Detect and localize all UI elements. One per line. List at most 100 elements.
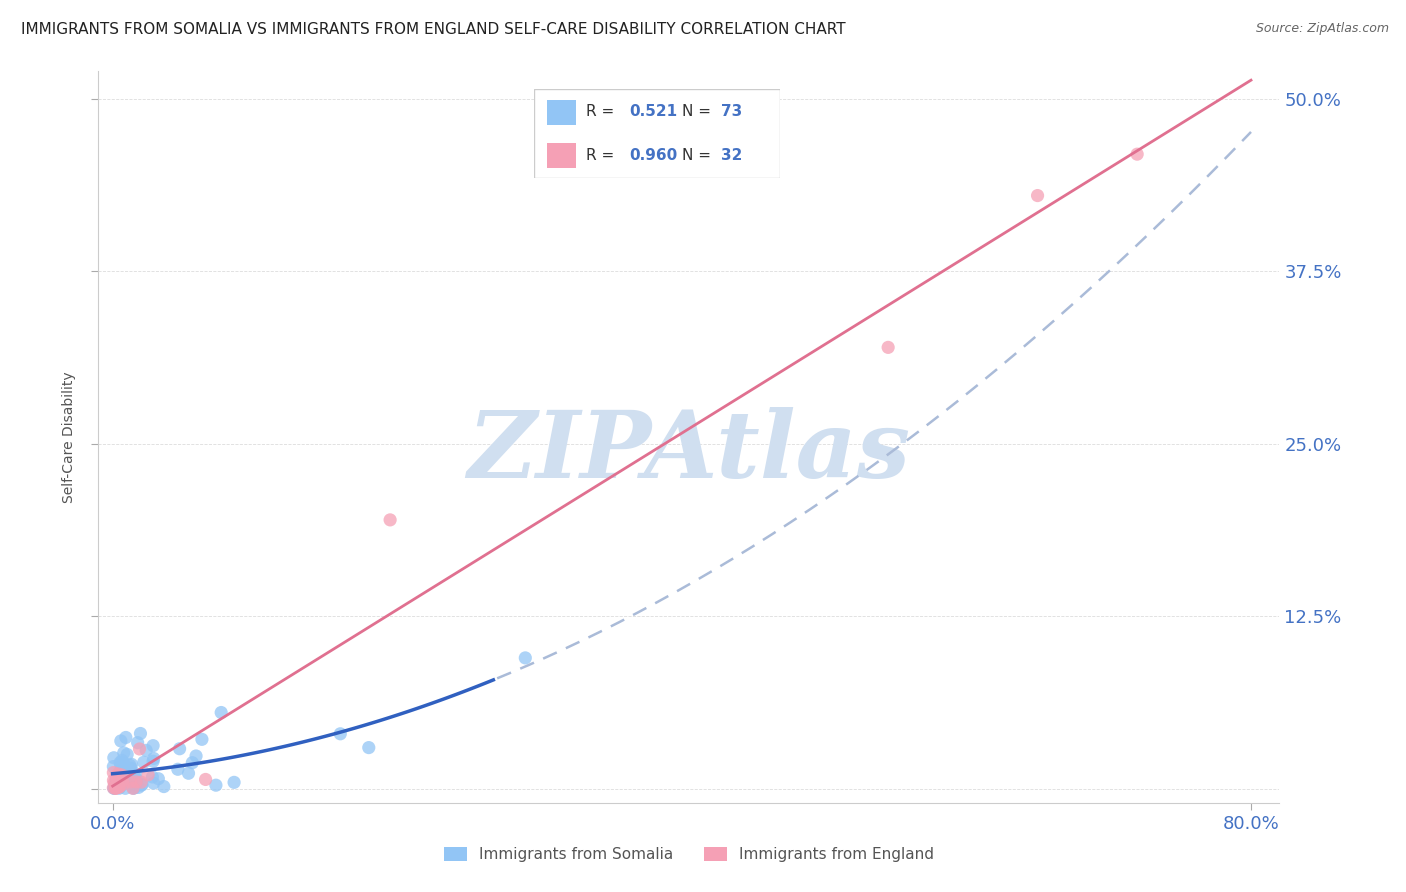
Point (103, 776, 125, 790)
Point (357, 740, 380, 755)
Point (103, 781, 125, 796)
Point (105, 768, 128, 782)
Point (148, 772, 170, 786)
Text: R =: R = (586, 104, 619, 120)
Point (129, 775, 152, 789)
Point (105, 774, 128, 789)
Point (1126, 147, 1149, 161)
Point (177, 766, 200, 780)
Point (114, 763, 136, 777)
Point (128, 742, 150, 756)
Point (103, 751, 125, 765)
Text: IMMIGRANTS FROM SOMALIA VS IMMIGRANTS FROM ENGLAND SELF-CARE DISABILITY CORRELAT: IMMIGRANTS FROM SOMALIA VS IMMIGRANTS FR… (21, 22, 846, 37)
Point (111, 772, 134, 787)
Text: 0.960: 0.960 (628, 148, 678, 163)
Point (103, 781, 125, 796)
Point (166, 762, 188, 776)
Point (129, 726, 152, 740)
Point (222, 775, 245, 789)
Point (104, 779, 127, 793)
Text: ZIPAtlas: ZIPAtlas (467, 407, 911, 497)
Point (112, 777, 135, 791)
Point (125, 772, 148, 786)
Point (114, 781, 136, 796)
Point (104, 781, 127, 796)
Point (153, 780, 176, 794)
Point (136, 768, 159, 782)
Text: N =: N = (682, 148, 716, 163)
Point (111, 774, 134, 789)
Point (111, 773, 134, 788)
Point (515, 651, 537, 665)
Point (120, 775, 142, 789)
Point (141, 770, 163, 784)
Legend: Immigrants from Somalia, Immigrants from England: Immigrants from Somalia, Immigrants from… (437, 841, 941, 868)
Point (105, 775, 128, 789)
Point (111, 762, 134, 776)
Point (107, 767, 129, 781)
Point (184, 749, 207, 764)
Point (125, 767, 148, 781)
Point (115, 747, 138, 762)
Point (121, 778, 143, 792)
Point (105, 780, 128, 795)
Point (125, 774, 148, 789)
Point (142, 751, 165, 765)
Point (108, 756, 131, 770)
Point (194, 772, 217, 787)
Point (112, 756, 135, 770)
Point (105, 772, 128, 787)
Point (107, 777, 129, 791)
Point (111, 768, 134, 782)
Point (108, 780, 131, 794)
Text: N =: N = (682, 104, 716, 120)
FancyBboxPatch shape (534, 89, 780, 178)
Point (122, 781, 145, 796)
Point (1026, 188, 1049, 202)
Point (127, 736, 149, 750)
Point (115, 731, 138, 745)
Point (110, 764, 132, 778)
Point (105, 772, 128, 786)
Point (114, 773, 136, 788)
Point (104, 781, 127, 796)
Point (131, 778, 153, 792)
Point (107, 772, 129, 786)
Point (117, 771, 139, 785)
Bar (547, 143, 576, 168)
Point (110, 757, 132, 772)
Text: 73: 73 (721, 104, 742, 120)
Point (191, 732, 214, 747)
Point (122, 781, 145, 796)
Point (169, 741, 191, 756)
Point (107, 776, 129, 790)
Point (108, 780, 131, 794)
Text: R =: R = (586, 148, 619, 163)
Text: Source: ZipAtlas.com: Source: ZipAtlas.com (1256, 22, 1389, 36)
Bar (547, 100, 576, 125)
Point (103, 765, 125, 780)
Point (115, 775, 138, 789)
Point (128, 780, 150, 795)
Point (135, 743, 157, 757)
Point (112, 764, 135, 779)
Point (378, 513, 401, 527)
Point (111, 776, 134, 790)
Point (209, 706, 232, 720)
Point (112, 746, 135, 760)
Point (118, 758, 141, 772)
Point (111, 754, 134, 768)
Point (111, 772, 134, 786)
Point (142, 776, 165, 790)
Y-axis label: Self-Care Disability: Self-Care Disability (62, 371, 76, 503)
Point (110, 780, 132, 794)
Point (142, 739, 165, 753)
Point (112, 772, 135, 786)
Point (877, 340, 900, 354)
Point (114, 767, 136, 781)
Point (132, 756, 155, 770)
Text: 32: 32 (721, 148, 742, 163)
Point (105, 780, 128, 794)
Point (111, 760, 134, 774)
Point (329, 727, 352, 741)
